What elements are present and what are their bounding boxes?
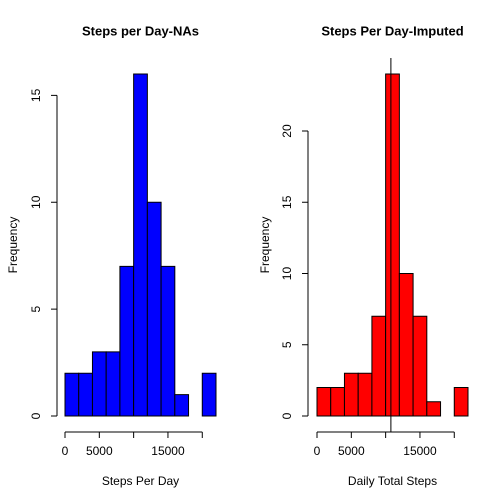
- bar: [119, 265, 135, 417]
- y-tick-label: 10: [29, 195, 43, 209]
- bar: [453, 387, 469, 417]
- bar: [371, 315, 387, 417]
- y-tick-label: 0: [29, 412, 43, 419]
- x-axis-label: Daily Total Steps: [348, 474, 437, 488]
- bar: [105, 351, 121, 417]
- bar: [357, 372, 373, 417]
- x-tick-label: 5000: [86, 444, 113, 458]
- chart-title: Steps per Day-NAs: [82, 23, 199, 38]
- bar: [201, 372, 217, 417]
- y-tick-label: 15: [280, 195, 294, 209]
- y-tick-label: 5: [280, 341, 294, 348]
- y-tick-label: 20: [280, 124, 294, 138]
- bar: [160, 265, 176, 417]
- x-tick-label: 15000: [403, 444, 437, 458]
- x-tick-label: 0: [314, 444, 321, 458]
- bar: [174, 394, 190, 417]
- bar: [78, 372, 93, 417]
- bar: [64, 372, 80, 417]
- bar: [385, 73, 400, 417]
- bar: [133, 73, 148, 417]
- y-axis-label: Frequency: [258, 217, 272, 274]
- chart-title: Steps Per Day-Imputed: [321, 23, 463, 38]
- bar: [91, 351, 107, 417]
- bar: [412, 315, 428, 417]
- x-tick-label: 5000: [338, 444, 365, 458]
- bar: [330, 387, 345, 417]
- y-tick-label: 0: [280, 412, 294, 419]
- y-tick-label: 5: [29, 305, 43, 312]
- x-tick-label: 0: [62, 444, 69, 458]
- y-axis-label: Frequency: [6, 217, 20, 274]
- x-tick-label: 15000: [151, 444, 185, 458]
- y-tick-label: 10: [280, 267, 294, 281]
- bar: [343, 372, 359, 417]
- y-tick-label: 15: [29, 88, 43, 102]
- bar: [146, 201, 162, 417]
- bar: [398, 273, 414, 417]
- bar: [426, 401, 442, 417]
- bar: [316, 387, 332, 417]
- x-axis-label: Steps Per Day: [102, 474, 179, 488]
